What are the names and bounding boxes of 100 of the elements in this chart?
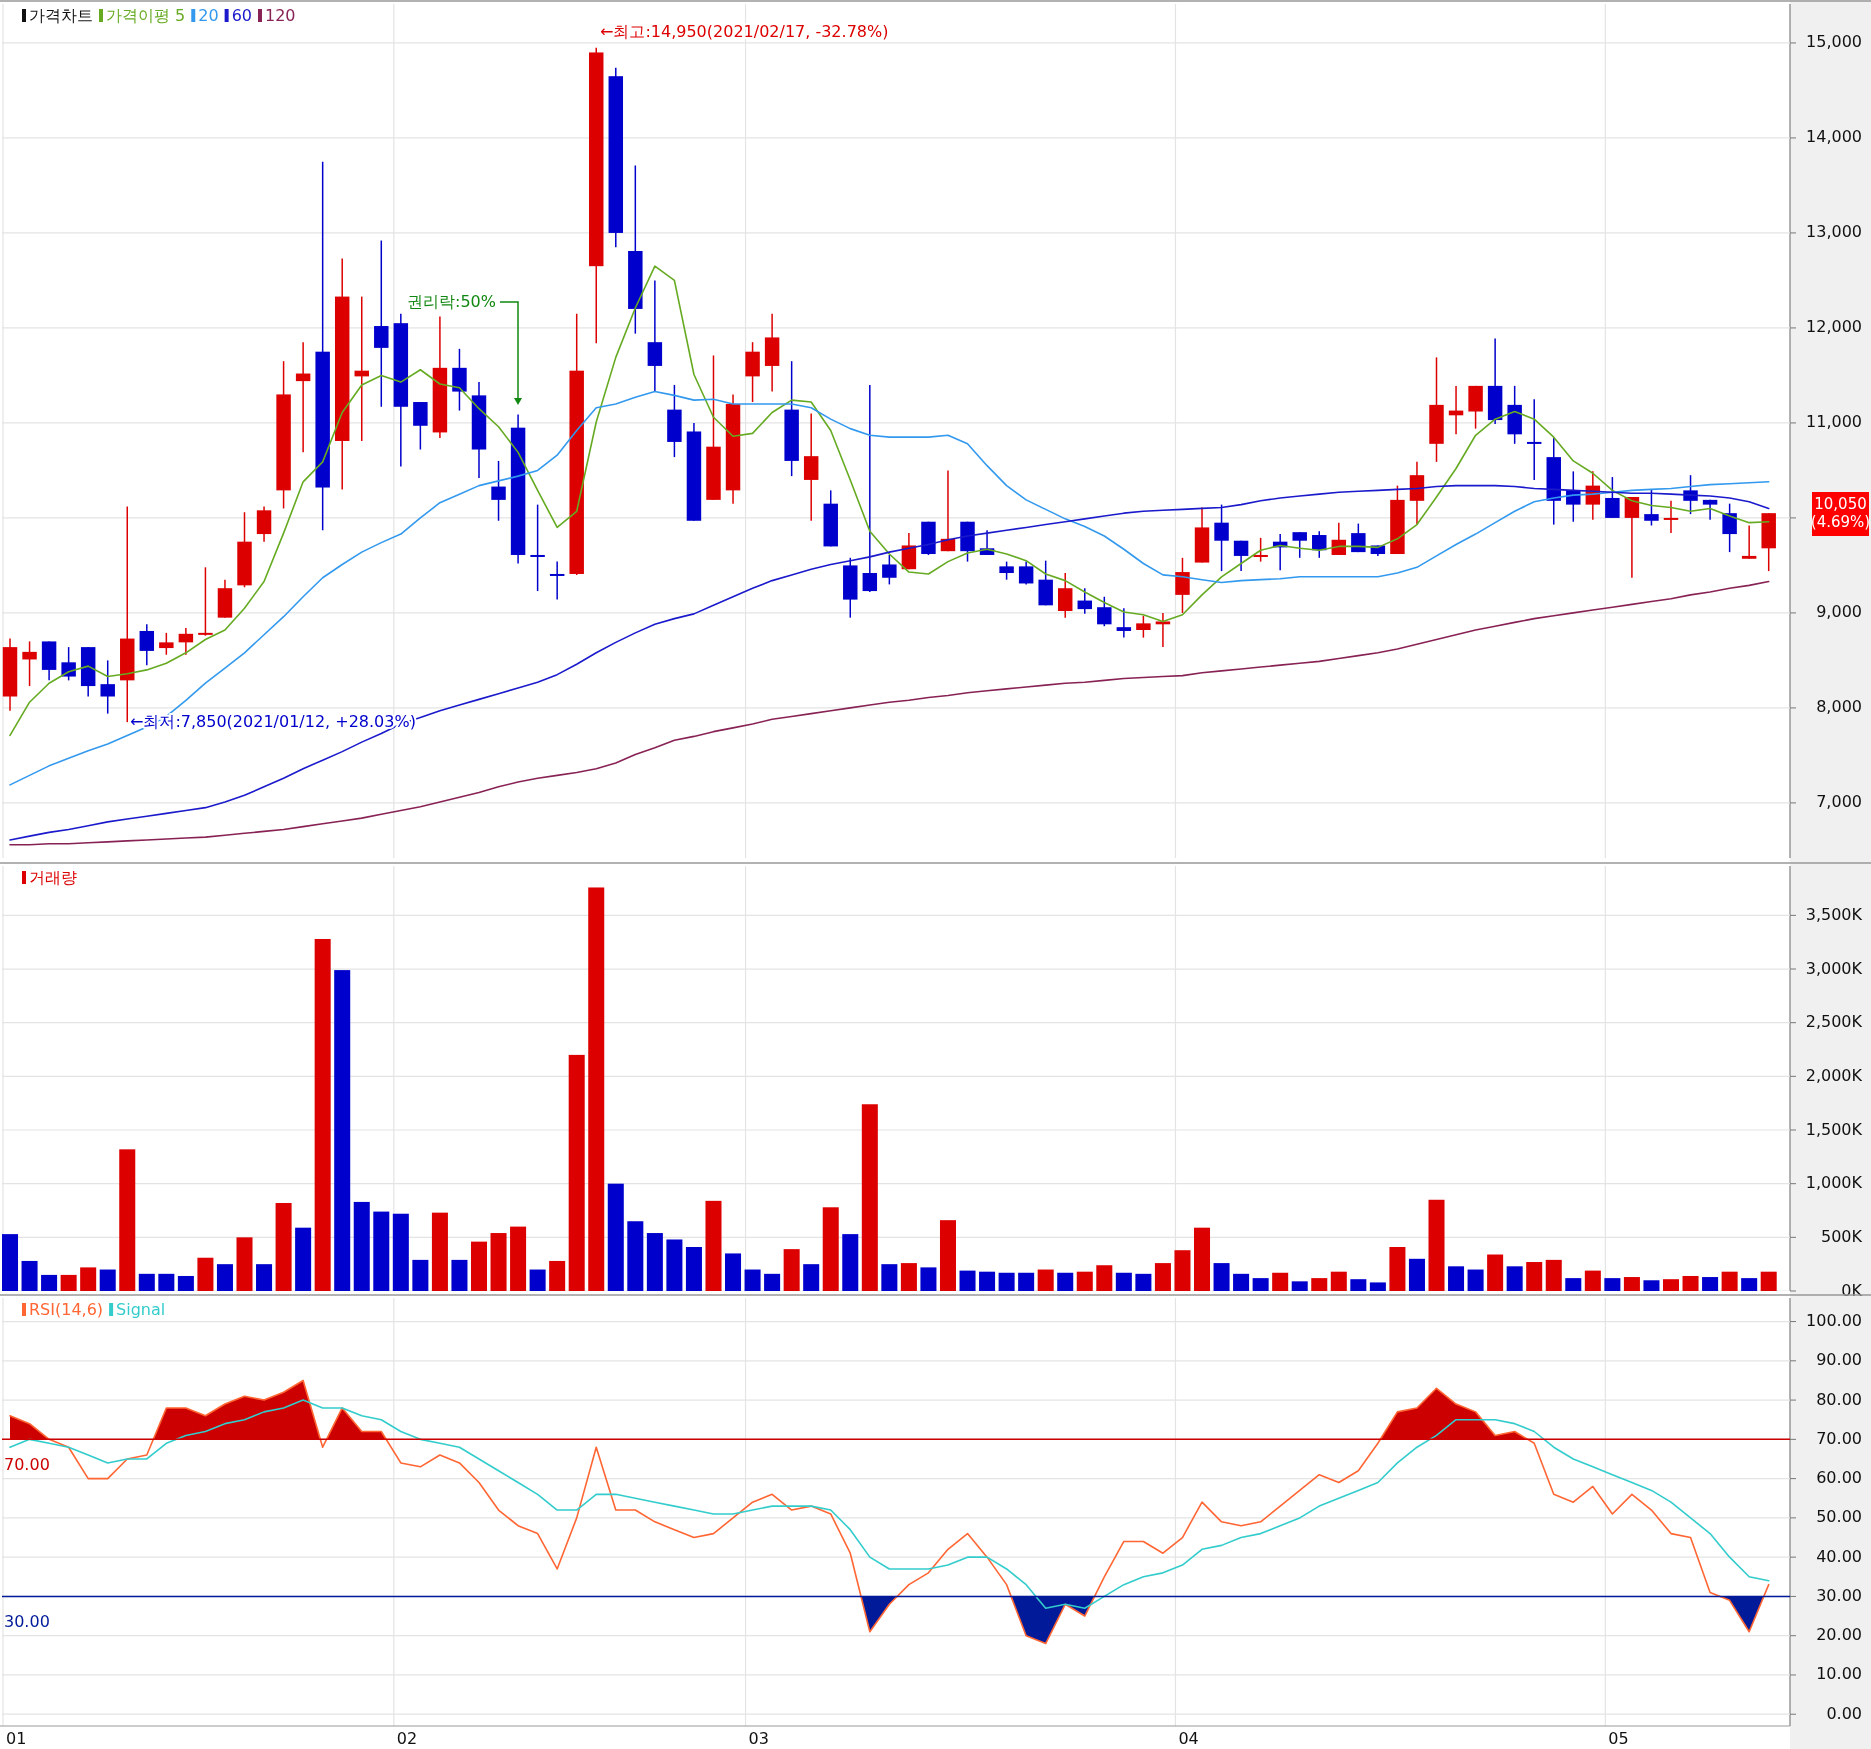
y-tick-label: 40.00 (1816, 1546, 1862, 1566)
bar (1760, 1271, 1777, 1291)
bar (881, 1264, 898, 1291)
bar (177, 1275, 194, 1291)
bar (1291, 1281, 1308, 1291)
bar (510, 1226, 527, 1291)
candlestick (1526, 398, 1542, 481)
candlestick (999, 560, 1014, 581)
candlestick (1233, 539, 1249, 572)
y-tick-label: 500K (1820, 1226, 1863, 1246)
y-tick-label: 90.00 (1816, 1350, 1862, 1370)
candlestick (1605, 476, 1620, 519)
candlestick (1253, 537, 1268, 563)
bar (1154, 1263, 1171, 1291)
bar (1350, 1279, 1367, 1291)
bar (1018, 1272, 1035, 1291)
candlestick (1214, 503, 1229, 572)
y-tick-label: 70.00 (1816, 1428, 1862, 1448)
bar (1389, 1247, 1406, 1291)
bar (119, 1149, 136, 1291)
y-tick-label: 60.00 (1816, 1468, 1862, 1488)
bar (861, 1104, 878, 1291)
bar (1330, 1271, 1347, 1291)
candlestick (1292, 531, 1307, 559)
candlestick (452, 348, 467, 412)
bar (1623, 1277, 1640, 1291)
text: 10,050 (4.69%) (1810, 495, 1871, 531)
x-tick-label: 01 (5, 1729, 27, 1748)
candlestick (1136, 615, 1151, 639)
bar (1702, 1277, 1719, 1291)
bar (21, 1260, 38, 1291)
bar (744, 1269, 761, 1291)
bar (138, 1273, 155, 1291)
bar (99, 1269, 116, 1291)
candlestick (491, 460, 506, 522)
bar (490, 1233, 507, 1291)
bar (295, 1227, 312, 1291)
bar (1037, 1269, 1054, 1291)
bar (959, 1270, 976, 1291)
bar (1369, 1282, 1386, 1291)
bar (1311, 1278, 1328, 1291)
bar (470, 1241, 488, 1291)
y-tick-label: 7,000 (1816, 792, 1862, 812)
y-tick-label: 2,500K (1805, 1012, 1863, 1032)
x-tick-label: 04 (1178, 1729, 1199, 1748)
bar (666, 1239, 683, 1291)
bar (842, 1234, 859, 1291)
candlestick (549, 560, 565, 601)
legend-label: 20 (198, 5, 219, 25)
candlestick (803, 412, 819, 522)
candlestick (1741, 524, 1757, 560)
bar (1233, 1273, 1250, 1291)
y-tick-label: 20.00 (1816, 1625, 1862, 1645)
y-tick-label: 11,000 (1806, 412, 1862, 432)
candlestick (139, 623, 155, 666)
candlestick (178, 627, 194, 656)
x-tick-label: 05 (1608, 1729, 1629, 1748)
x-tick-label: 03 (748, 1729, 769, 1748)
bar (412, 1259, 429, 1291)
bar (353, 1201, 370, 1291)
bar (1721, 1271, 1738, 1291)
bar (549, 1260, 566, 1291)
bar (1174, 1250, 1191, 1291)
bar (1448, 1266, 1465, 1291)
candlestick (1624, 496, 1640, 579)
y-tick-label: 3,500K (1805, 904, 1863, 924)
bar (1545, 1259, 1562, 1291)
legend-label: 120 (264, 5, 296, 25)
bar (939, 1220, 956, 1291)
ref-line-label: 70.00 (4, 1455, 50, 1475)
ref-line-label: 30.00 (4, 1612, 50, 1632)
bar (1272, 1272, 1289, 1291)
y-tick-label: 13,000 (1806, 222, 1862, 242)
bar (1252, 1278, 1269, 1291)
line-series (9, 580, 1770, 846)
y-tick-label: 3,000K (1805, 958, 1863, 978)
y-tick-label: 100.00 (1806, 1311, 1862, 1331)
candlestick (862, 384, 878, 593)
bar (1115, 1272, 1132, 1291)
bar (431, 1212, 448, 1291)
candlestick (198, 566, 213, 637)
bar (588, 887, 605, 1291)
y-tick-label: 14,000 (1806, 127, 1862, 147)
candlestick (61, 646, 76, 682)
line-series (9, 484, 1770, 841)
candlestick (413, 401, 428, 451)
bar (1487, 1254, 1504, 1291)
bar (256, 1264, 273, 1291)
bar (822, 1207, 839, 1291)
candlestick (374, 239, 389, 408)
bar (725, 1253, 742, 1291)
y-tick-label: 15,000 (1806, 32, 1862, 52)
bar (158, 1273, 175, 1291)
bar (236, 1237, 253, 1291)
y-tick-label: 30.00 (1816, 1585, 1862, 1605)
bar (80, 1267, 97, 1291)
bar (900, 1263, 917, 1291)
bar (451, 1259, 468, 1291)
bar (1057, 1272, 1074, 1291)
bar (1604, 1278, 1621, 1291)
